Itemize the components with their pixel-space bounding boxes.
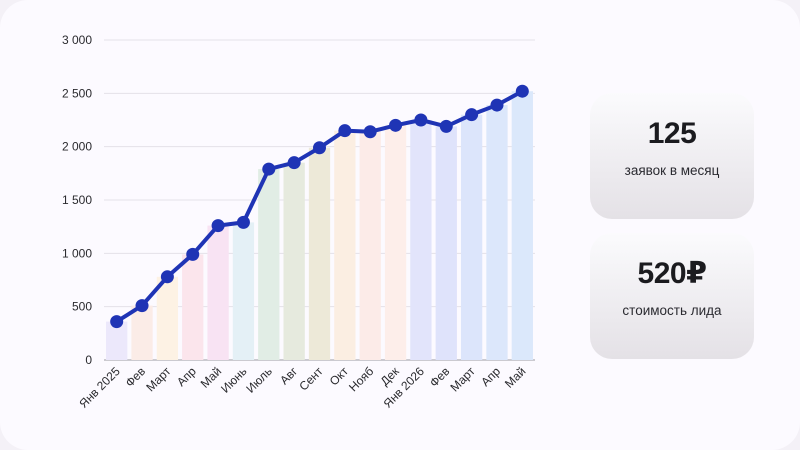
- y-tick-label: 1 000: [62, 246, 92, 260]
- bar: [182, 254, 204, 360]
- x-tick-label: Сент: [296, 364, 326, 394]
- y-tick-label: 500: [72, 300, 92, 314]
- stat-card-requests: 125 заявок в месяц: [590, 93, 754, 219]
- bar: [258, 169, 280, 360]
- bar: [435, 126, 457, 361]
- x-tick-label: Апр: [174, 364, 199, 389]
- bar: [460, 114, 483, 361]
- data-point: [135, 299, 149, 313]
- x-tick-label: Нояб: [346, 364, 376, 394]
- data-point: [439, 119, 453, 133]
- x-tick-label: Март: [143, 364, 174, 395]
- data-point: [211, 219, 225, 233]
- bar: [334, 130, 356, 360]
- y-axis-ticks: 0 500 1 000 1 500 2 000 2 500 3 000: [62, 33, 92, 367]
- x-tick-label: Янв 2025: [76, 364, 123, 411]
- data-point: [160, 270, 174, 284]
- x-tick-label: Май: [502, 364, 529, 391]
- stat-label-requests: заявок в месяц: [624, 163, 720, 178]
- y-tick-label: 2 000: [62, 140, 92, 154]
- bar: [106, 321, 128, 360]
- x-tick-label: Апр: [478, 364, 503, 389]
- y-tick-label: 0: [85, 353, 92, 367]
- stat-value-lead-cost: 520₽: [637, 257, 707, 290]
- stat-card-lead-cost: 520₽ стоимость лида: [590, 233, 754, 359]
- x-tick-label: Март: [448, 364, 479, 395]
- y-tick-label: 2 500: [62, 86, 92, 100]
- data-point: [287, 156, 301, 170]
- data-point: [262, 162, 276, 176]
- stat-value-requests: 125: [647, 117, 697, 150]
- bar: [131, 305, 153, 360]
- y-tick-label: 3 000: [62, 33, 92, 47]
- stat-label-lead-cost: стоимость лида: [622, 303, 722, 318]
- series-line: [110, 84, 529, 329]
- data-point: [363, 125, 377, 139]
- bar: [308, 147, 331, 360]
- data-point: [313, 141, 326, 155]
- bar: [156, 276, 179, 360]
- bar: [359, 131, 381, 360]
- data-point: [186, 247, 200, 261]
- data-point: [110, 315, 124, 329]
- bar: [283, 162, 305, 360]
- data-point: [490, 98, 504, 112]
- bar: [486, 105, 508, 360]
- bar: [232, 222, 255, 360]
- bar: [410, 120, 432, 360]
- bar: [384, 125, 407, 360]
- bar: [511, 91, 533, 360]
- data-point: [414, 113, 428, 127]
- bar: [207, 225, 229, 360]
- data-point: [236, 215, 250, 229]
- data-point: [389, 118, 403, 132]
- x-tick-label: Июль: [243, 364, 275, 396]
- x-tick-label: Июнь: [218, 364, 249, 395]
- data-point: [338, 124, 352, 138]
- y-tick-label: 1 500: [62, 193, 92, 207]
- data-point: [515, 84, 529, 98]
- data-point: [465, 108, 479, 122]
- bars: [106, 91, 533, 361]
